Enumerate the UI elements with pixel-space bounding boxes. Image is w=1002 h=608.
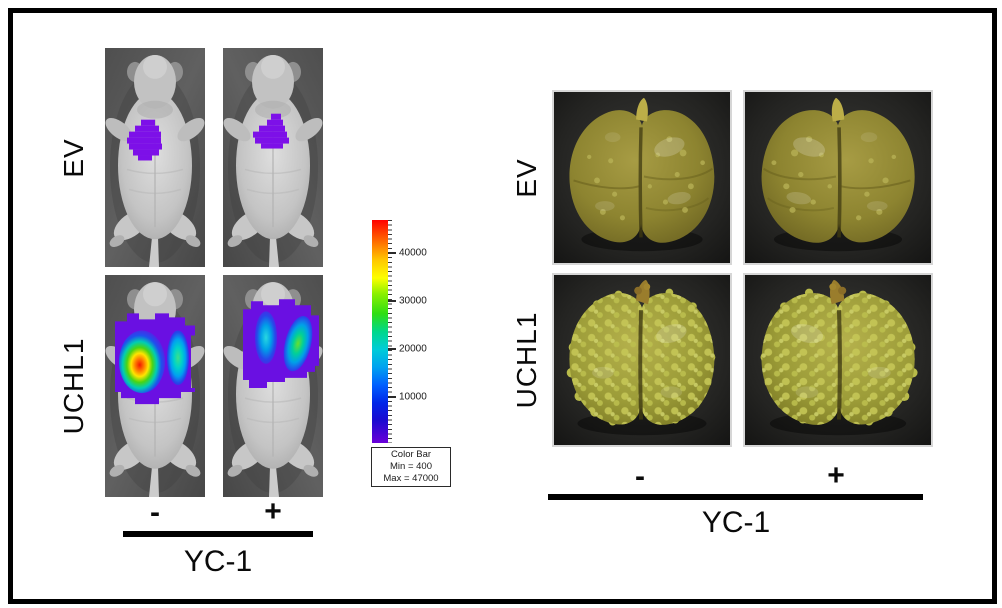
colorbar-label-40000: 40000 xyxy=(399,247,427,259)
left-col-label-plus: + xyxy=(264,495,282,528)
right-col-label-minus: - xyxy=(635,460,645,493)
mouse-uchl1-plus-image xyxy=(223,275,323,497)
colorbar-tick-20000 xyxy=(388,348,396,350)
left-treatment-label: YC-1 xyxy=(183,545,253,578)
colorbar-legend-min: Min = 400 xyxy=(390,461,432,472)
colorbar-gradient xyxy=(372,220,388,443)
lung-ev-plus-image xyxy=(745,92,931,263)
photo-lung-ev-minus xyxy=(552,90,732,265)
lung-uchl1-minus-image xyxy=(554,275,730,445)
mouse-uchl1-minus-image xyxy=(105,275,205,497)
right-col-label-plus: + xyxy=(827,459,845,492)
photo-mouse-ev-plus xyxy=(223,48,323,267)
left-row-label-ev: EV xyxy=(58,138,89,178)
photo-mouse-uchl1-plus xyxy=(223,275,323,497)
left-treatment-line xyxy=(123,531,313,537)
mouse-ev-minus-image xyxy=(105,48,205,267)
colorbar-minor-ticks xyxy=(388,220,392,443)
lung-ev-minus-image xyxy=(554,92,730,263)
colorbar-tick-10000 xyxy=(388,396,396,398)
colorbar-legend-title: Color Bar xyxy=(390,449,432,460)
right-row-label-ev: EV xyxy=(511,158,542,198)
colorbar-tick-40000 xyxy=(388,252,396,254)
colorbar-label-20000: 20000 xyxy=(399,343,427,355)
colorbar-legend-max: Max = 47000 xyxy=(383,473,439,484)
colorbar-label-30000: 30000 xyxy=(399,295,427,307)
colorbar-legend-box: Color Bar Min = 400 Max = 47000 xyxy=(371,447,451,487)
photo-mouse-uchl1-minus xyxy=(105,275,205,497)
mouse-ev-plus-image xyxy=(223,48,323,267)
colorbar-tick-30000 xyxy=(388,300,396,302)
photo-lung-uchl1-minus xyxy=(552,273,732,447)
photo-lung-ev-plus xyxy=(743,90,933,265)
left-col-label-minus: - xyxy=(150,496,160,529)
right-row-label-uchl1: UCHL1 xyxy=(511,311,542,409)
lung-uchl1-plus-image xyxy=(745,275,931,445)
photo-mouse-ev-minus xyxy=(105,48,205,267)
colorbar-label-10000: 10000 xyxy=(399,391,427,403)
photo-lung-uchl1-plus xyxy=(743,273,933,447)
left-row-label-uchl1: UCHL1 xyxy=(58,337,89,435)
figure-border xyxy=(8,8,997,604)
right-treatment-line xyxy=(548,494,923,500)
right-treatment-label: YC-1 xyxy=(701,506,771,539)
